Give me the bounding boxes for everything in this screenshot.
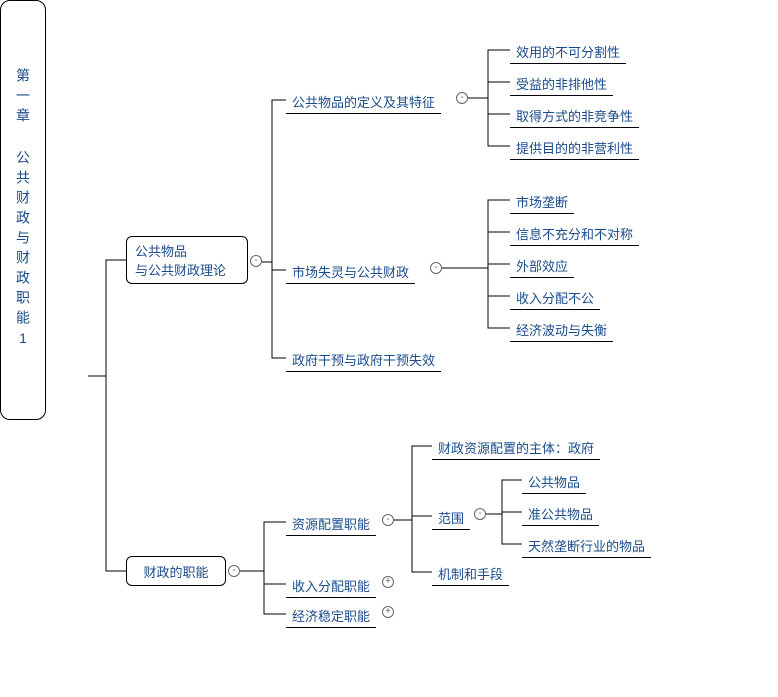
node-label-line2: 与公共财政理论 [135, 260, 226, 279]
expand-icon[interactable]: + [382, 606, 394, 618]
leaf-node[interactable]: 范围 [432, 506, 470, 530]
collapse-icon[interactable]: - [430, 262, 442, 274]
leaf-node[interactable]: 收入分配职能 [286, 574, 376, 598]
leaf-node[interactable]: 资源配置职能 [286, 512, 376, 536]
leaf-node: 取得方式的非竞争性 [510, 104, 639, 128]
leaf-node: 准公共物品 [522, 502, 599, 526]
leaf-node: 信息不充分和不对称 [510, 222, 639, 246]
leaf-node: 收入分配不公 [510, 286, 600, 310]
leaf-node: 公共物品 [522, 470, 586, 494]
collapse-icon[interactable]: - [382, 514, 394, 526]
expand-icon[interactable]: + [382, 576, 394, 588]
leaf-node: 外部效应 [510, 254, 574, 278]
leaf-node: 经济波动与失衡 [510, 318, 613, 342]
collapse-icon[interactable]: - [474, 508, 486, 520]
leaf-node[interactable]: 经济稳定职能 [286, 604, 376, 628]
leaf-node: 市场垄断 [510, 190, 574, 214]
root-label: 第一章 公共财政与财政职能1 [13, 68, 33, 352]
collapse-icon[interactable]: - [250, 255, 262, 267]
collapse-icon[interactable]: - [228, 565, 240, 577]
leaf-node[interactable]: 公共物品的定义及其特征 [286, 90, 441, 114]
leaf-node: 效用的不可分割性 [510, 40, 626, 64]
root-node: 第一章 公共财政与财政职能1 [0, 0, 46, 420]
leaf-node: 机制和手段 [432, 562, 509, 586]
node-fiscal-functions[interactable]: 财政的职能 [126, 556, 226, 586]
leaf-node: 受益的非排他性 [510, 72, 613, 96]
node-public-goods-theory[interactable]: 公共物品 与公共财政理论 [126, 236, 248, 284]
leaf-node: 财政资源配置的主体：政府 [432, 436, 600, 460]
leaf-node[interactable]: 市场失灵与公共财政 [286, 260, 415, 284]
node-label-line1: 公共物品 [135, 241, 187, 260]
collapse-icon[interactable]: - [456, 92, 468, 104]
leaf-node: 提供目的的非营利性 [510, 136, 639, 160]
leaf-node: 天然垄断行业的物品 [522, 534, 651, 558]
node-label: 财政的职能 [143, 562, 208, 581]
leaf-node[interactable]: 政府干预与政府干预失效 [286, 348, 441, 372]
